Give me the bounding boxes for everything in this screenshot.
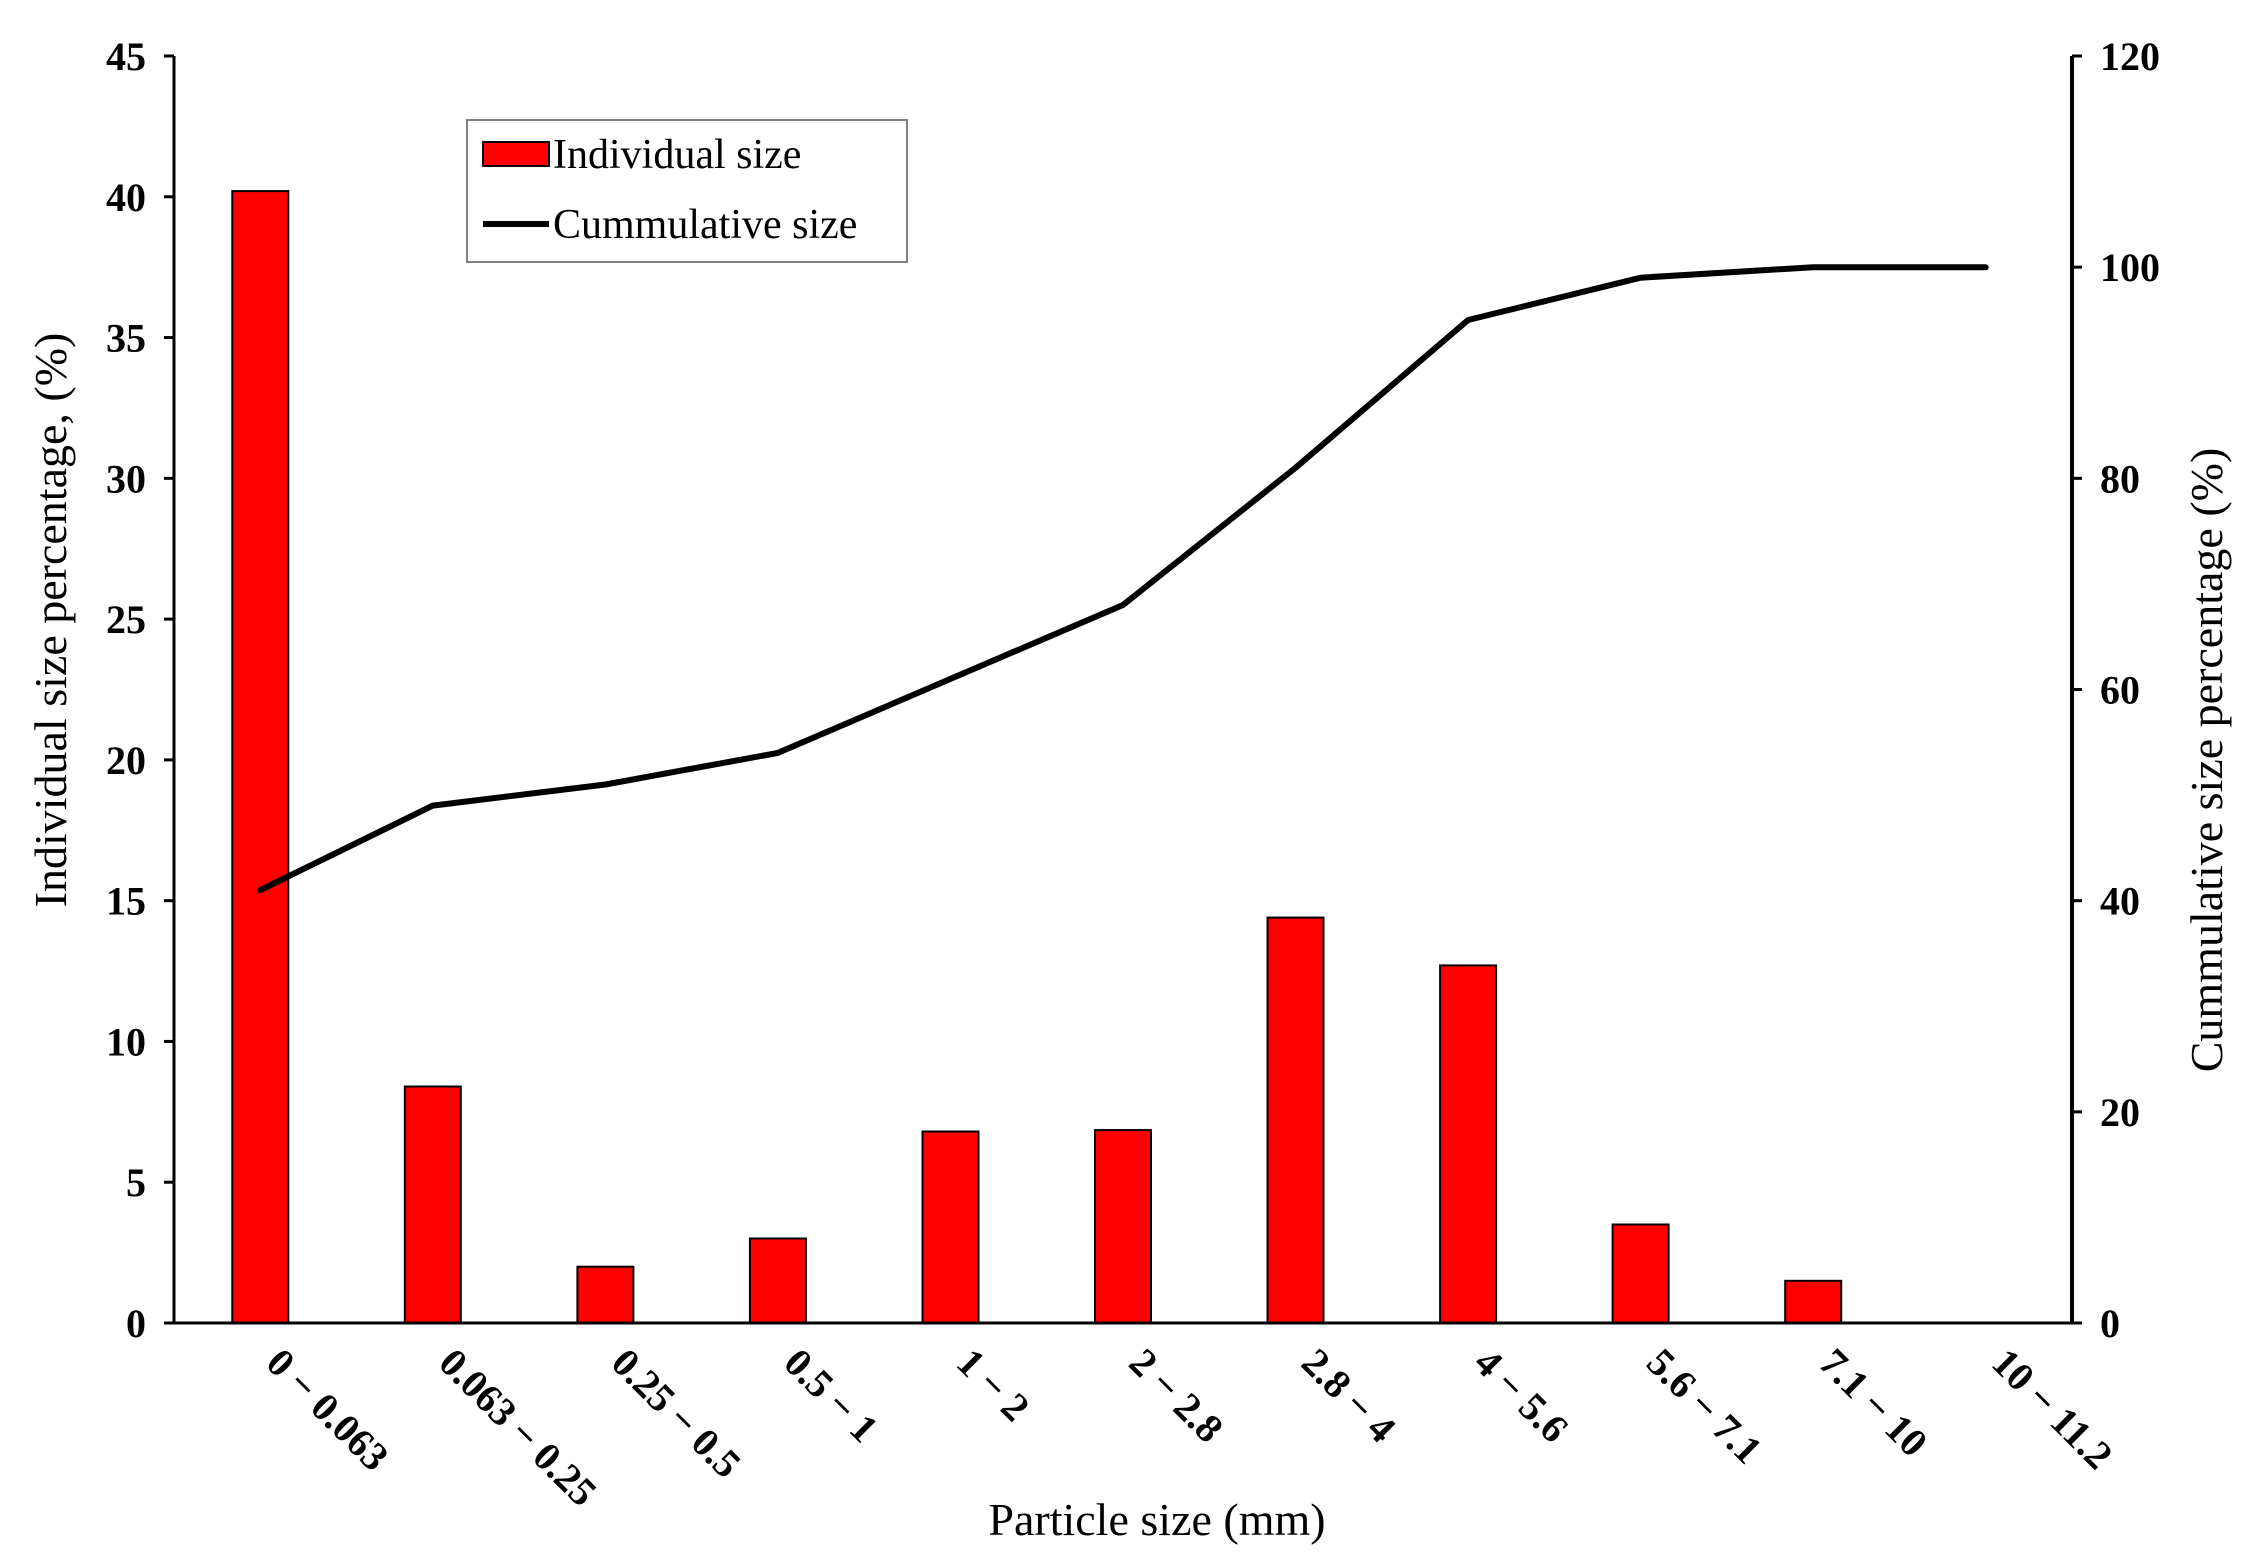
y2-tick-label-5: 100 (2100, 245, 2160, 290)
x-tick-label-5: 2 − 2.8 (1121, 1340, 1233, 1452)
y-tick-label-1: 5 (126, 1160, 146, 1205)
bars-layer (231, 190, 1843, 1325)
legend-line-label: Cummulative size (553, 202, 857, 248)
y2-tick-label-3: 60 (2100, 668, 2140, 713)
y-axis-title: Individual size percentage, (%) (25, 333, 76, 908)
x-tick-label-2: 0.25 − 0.5 (603, 1340, 750, 1487)
x-tick-label-6: 2.8 − 4 (1293, 1340, 1405, 1452)
y2-axis-title: Cummulative size percentage (%) (2181, 448, 2232, 1073)
y2-tick-label-0: 0 (2100, 1301, 2120, 1346)
x-tick-label-10: 10 − 11.2 (1983, 1340, 2121, 1478)
y2-tick-label-6: 120 (2100, 34, 2160, 79)
x-tick-label-9: 7.1 − 10 (1811, 1340, 1937, 1466)
bar-3 (748, 1237, 807, 1324)
y-tick-label-8: 40 (106, 175, 146, 220)
y-tick-label-0: 0 (126, 1301, 146, 1346)
x-tick-label-0: 0 − 0.063 (258, 1340, 398, 1480)
x-tick-label-8: 5.6 − 7.1 (1638, 1340, 1771, 1473)
y-tick-label-4: 20 (106, 738, 146, 783)
bar-1 (403, 1085, 462, 1324)
y-tick-label-5: 25 (106, 597, 146, 642)
bar-4 (921, 1130, 980, 1324)
bar-8 (1611, 1223, 1670, 1324)
y2-tick-label-1: 20 (2100, 1090, 2140, 1135)
y-tick-label-9: 45 (106, 34, 146, 79)
x-tick-label-3: 0.5 − 1 (776, 1340, 888, 1452)
y2-tick-label-4: 80 (2100, 456, 2140, 501)
bar-0 (231, 190, 290, 1325)
y-tick-label-6: 30 (106, 456, 146, 501)
y-tick-label-7: 35 (106, 316, 146, 361)
cumulative-line (257, 264, 1989, 894)
bar-2 (576, 1265, 635, 1324)
x-tick-label-7: 4 − 5.6 (1466, 1340, 1578, 1452)
bar-5 (1094, 1129, 1152, 1324)
legend-bar-label: Individual size (553, 132, 801, 178)
y-tick-label-2: 10 (106, 1019, 146, 1064)
bar-6 (1266, 916, 1325, 1324)
legend: Individual size Cummulative size (466, 119, 908, 263)
x-tick-label-4: 1 − 2 (948, 1340, 1038, 1430)
x-axis-title: Particle size (mm) (988, 1494, 1325, 1545)
line-layer (257, 264, 1989, 894)
bar-7 (1439, 964, 1498, 1325)
y-tick-label-3: 15 (106, 879, 146, 924)
bar-9 (1784, 1279, 1843, 1325)
x-tick-label-1: 0.063 − 0.25 (430, 1340, 605, 1515)
y2-tick-label-2: 40 (2100, 879, 2140, 924)
legend-bar-swatch (482, 141, 550, 167)
